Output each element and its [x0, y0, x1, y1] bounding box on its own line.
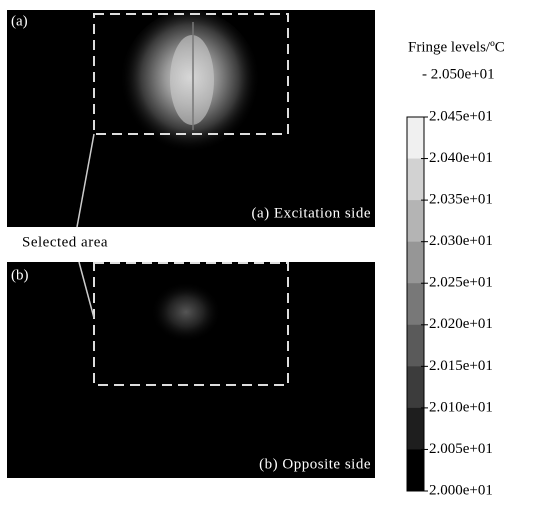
- color-band: [407, 283, 424, 325]
- panel-label: (b): [11, 267, 29, 283]
- level-label: 2.015e+01: [429, 358, 493, 374]
- panel-caption: (a) Excitation side: [252, 205, 371, 221]
- colorbar: 2.045e+01 2.040e+01 2.035e+01 2.030e+01 2.02…: [407, 108, 493, 498]
- heat-spot: [151, 282, 221, 342]
- annotation: Selected area: [22, 234, 108, 250]
- color-band: [407, 159, 424, 201]
- level-label: 2.010e+01: [429, 399, 493, 415]
- level-label: 2.040e+01: [429, 150, 493, 166]
- panel-label: (a): [11, 13, 28, 29]
- color-band: [407, 242, 424, 284]
- figure: (a) (a) Excitation side (b) (b) Opposite…: [0, 0, 547, 505]
- color-band: [407, 325, 424, 367]
- level-label: 2.030e+01: [429, 233, 493, 249]
- level-label: 2.045e+01: [429, 108, 493, 124]
- color-band: [407, 200, 424, 242]
- panel-caption: (b) Opposite side: [259, 456, 371, 472]
- color-band: [407, 408, 424, 450]
- level-label: 2.020e+01: [429, 316, 493, 332]
- legend-max: - 2.050e+01: [422, 66, 495, 82]
- color-band: [407, 117, 424, 159]
- level-label: 2.035e+01: [429, 192, 493, 208]
- level-label: 2.005e+01: [429, 441, 493, 457]
- legend-title: Fringe levels/ºC: [408, 39, 505, 55]
- level-label: 2.025e+01: [429, 275, 493, 291]
- heat-core: [170, 35, 214, 125]
- color-band: [407, 449, 424, 491]
- color-band: [407, 366, 424, 408]
- level-label: 2.000e+01: [429, 482, 493, 498]
